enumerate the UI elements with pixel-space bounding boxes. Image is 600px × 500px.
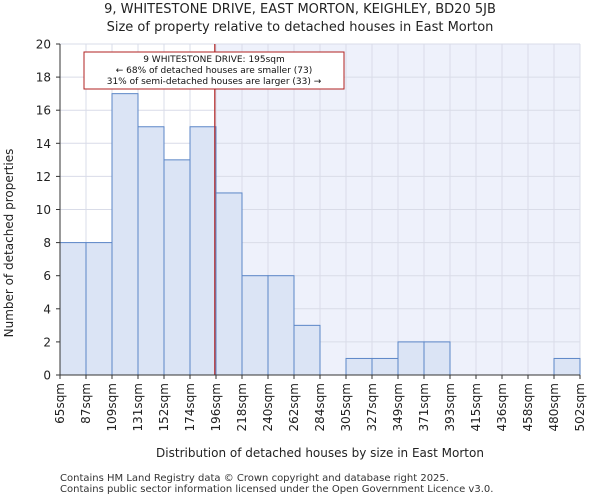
y-tick-label: 10 [36, 203, 51, 217]
y-tick-label: 18 [36, 71, 51, 85]
histogram-bar [215, 192, 243, 376]
x-tick-label: 131sqm [131, 383, 145, 431]
x-tick-label: 65sqm [53, 383, 67, 424]
x-tick-label: 305sqm [339, 383, 353, 431]
histogram-bar [553, 357, 581, 376]
histogram-bar [111, 93, 139, 376]
histogram-bar [163, 159, 191, 376]
x-tick-label: 174sqm [183, 383, 197, 431]
y-axis-label: Number of detached properties [2, 149, 16, 338]
histogram-bar [189, 126, 217, 376]
x-tick-label: 415sqm [469, 383, 483, 431]
y-tick-label: 12 [36, 170, 51, 184]
x-tick-label: 196sqm [209, 383, 223, 431]
annotation-line-3: 31% of semi-detached houses are larger (… [107, 77, 322, 87]
histogram-bar [85, 242, 113, 376]
y-tick-label: 0 [43, 369, 51, 383]
x-tick-label: 480sqm [547, 383, 561, 431]
x-tick-label: 284sqm [313, 383, 327, 431]
histogram-bar [241, 275, 269, 376]
y-tick-label: 8 [43, 236, 51, 250]
y-tick-label: 2 [43, 335, 51, 349]
x-tick-label: 327sqm [365, 383, 379, 431]
x-axis-label: Distribution of detached houses by size … [156, 446, 484, 460]
x-tick-label: 436sqm [495, 383, 509, 431]
x-tick-label: 262sqm [287, 383, 301, 431]
chart-subtitle: Size of property relative to detached ho… [106, 20, 494, 35]
y-tick-label: 6 [43, 269, 51, 283]
x-tick-label: 371sqm [417, 383, 431, 431]
footer-licence: Contains public sector information licen… [60, 484, 494, 495]
x-tick-label: 349sqm [391, 383, 405, 431]
x-tick-label: 240sqm [261, 383, 275, 431]
x-tick-label: 152sqm [157, 383, 171, 431]
y-tick-label: 14 [36, 137, 51, 151]
histogram-bar [397, 341, 425, 376]
histogram-bar [137, 126, 165, 376]
x-tick-label: 502sqm [573, 383, 587, 431]
footer-copyright: Contains HM Land Registry data © Crown c… [60, 473, 449, 484]
y-tick-label: 20 [36, 38, 51, 52]
histogram-bar [293, 324, 321, 376]
annotation-border [83, 51, 345, 90]
annotation-line-2: ← 68% of detached houses are smaller (73… [116, 66, 313, 76]
annotation-line-1: 9 WHITESTONE DRIVE: 195sqm [143, 55, 285, 65]
x-tick-label: 393sqm [443, 383, 457, 431]
x-tick-label: 218sqm [235, 383, 249, 431]
annotation-box: 9 WHITESTONE DRIVE: 195sqm ← 68% of deta… [83, 51, 345, 90]
x-tick-label: 87sqm [79, 383, 93, 424]
y-tick-label: 4 [43, 302, 51, 316]
y-tick-label: 16 [36, 104, 51, 118]
x-tick-label: 458sqm [521, 383, 535, 431]
histogram-bar [59, 242, 87, 376]
x-tick-label: 109sqm [105, 383, 119, 431]
histogram-bar [371, 357, 399, 376]
histogram-bar [267, 275, 295, 376]
histogram-bar [345, 357, 373, 376]
chart-title: 9, WHITESTONE DRIVE, EAST MORTON, KEIGHL… [104, 2, 496, 17]
histogram-bar [423, 341, 451, 376]
